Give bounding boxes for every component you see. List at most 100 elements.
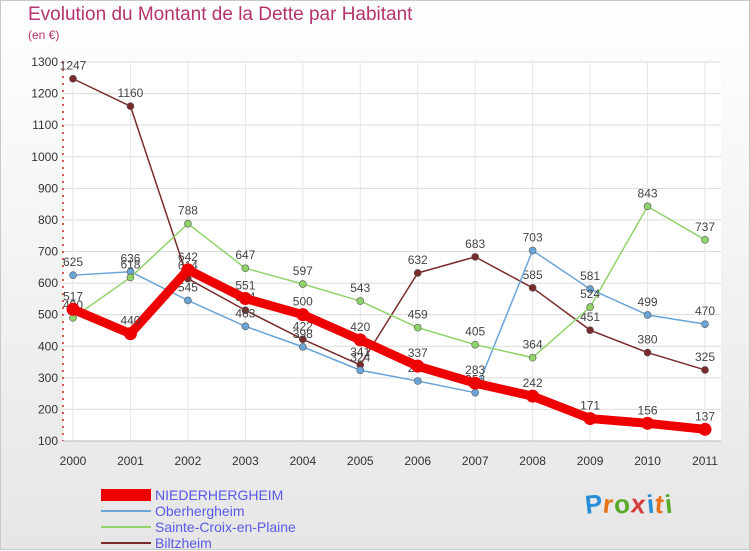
series-point: [69, 271, 77, 279]
data-label: 517: [63, 289, 83, 303]
series-point: [181, 263, 195, 277]
series-point: [299, 335, 307, 344]
series-point: [123, 327, 137, 341]
series-point: [296, 308, 310, 322]
series-point: [471, 340, 479, 349]
logo-letter: i: [663, 488, 675, 520]
y-tick-label: 1100: [32, 118, 58, 132]
x-tick-label: 2008: [519, 454, 546, 468]
series-point: [586, 326, 594, 334]
data-label: 581: [580, 269, 600, 283]
y-tick-label: 300: [38, 371, 58, 385]
data-label: 283: [465, 363, 485, 377]
y-tick-label: 700: [38, 245, 58, 259]
x-tick-label: 2006: [404, 454, 431, 468]
data-label: 1247: [60, 59, 87, 73]
data-label: 470: [695, 304, 715, 318]
data-label: 703: [523, 231, 543, 245]
data-label: 337: [408, 346, 428, 360]
legend-label-sainte-croix: Sainte-Croix-en-Plaine: [155, 519, 296, 535]
series-point: [528, 246, 537, 255]
x-tick-label: 2002: [175, 454, 202, 468]
data-label: 524: [580, 287, 600, 301]
series-point: [701, 366, 709, 374]
proxiti-logo: Proxiti: [583, 488, 675, 520]
data-label: 647: [235, 248, 255, 262]
series-point: [641, 416, 655, 430]
y-tick-label: 800: [38, 213, 58, 227]
legend-label-biltzheim: Biltzheim: [155, 535, 212, 551]
data-label: 451: [580, 310, 600, 324]
series-point: [583, 412, 597, 426]
y-tick-label: 600: [38, 276, 58, 290]
series-point: [241, 322, 250, 331]
series-point: [184, 296, 192, 305]
data-label: 440: [120, 314, 140, 328]
data-label: 843: [638, 186, 658, 200]
y-tick-label: 1200: [31, 87, 58, 101]
series-point: [526, 389, 540, 403]
series-point: [471, 253, 479, 261]
data-label: 459: [408, 308, 428, 322]
series-line-biltzheim: [72, 77, 706, 371]
legend-swatch-biltzheim: [101, 542, 151, 544]
series-point: [528, 353, 537, 362]
data-label: 364: [523, 338, 543, 352]
x-tick-label: 2001: [117, 454, 144, 468]
series-point: [413, 377, 422, 385]
data-label: 788: [178, 204, 198, 218]
legend-swatch-niederhergheim: [101, 489, 151, 501]
series-point: [238, 292, 252, 306]
x-tick-label: 2003: [232, 454, 259, 468]
series-point: [69, 74, 77, 83]
y-tick-label: 100: [38, 434, 58, 448]
series-line-niederhergheim: [68, 265, 710, 434]
data-label: 137: [695, 409, 715, 423]
series-point: [643, 311, 652, 319]
data-label: 325: [695, 350, 715, 364]
series-point: [241, 306, 250, 315]
series-point: [413, 269, 422, 277]
data-label: 500: [293, 295, 313, 309]
x-tick-label: 2004: [289, 454, 316, 468]
data-label: 618: [120, 257, 140, 271]
data-label: 156: [638, 403, 658, 417]
series-point: [413, 323, 422, 332]
data-label: 242: [523, 376, 543, 390]
y-tick-label: 900: [38, 181, 58, 195]
series-point: [299, 343, 307, 351]
data-label: 597: [293, 264, 313, 278]
data-label: 636: [120, 252, 140, 266]
data-label: 422: [293, 319, 313, 333]
y-tick-label: 500: [38, 308, 58, 322]
data-label: 551: [235, 279, 255, 293]
data-label: 405: [465, 325, 485, 339]
series-point: [356, 297, 365, 305]
legend-swatch-sainte-croix: [101, 526, 151, 528]
data-label: 463: [235, 306, 255, 320]
series-point: [586, 303, 594, 311]
data-label: 499: [638, 295, 658, 309]
y-tick-label: 1000: [31, 150, 58, 164]
series-point: [126, 273, 135, 282]
series-point: [411, 359, 425, 373]
series-point: [353, 333, 367, 347]
series-point: [701, 236, 709, 244]
series-line-sainte-croix-en-plaine: [72, 205, 706, 359]
series-point: [468, 376, 482, 390]
y-tick-label: 200: [38, 402, 58, 416]
data-label: 737: [695, 220, 715, 234]
x-tick-label: 2007: [462, 454, 489, 468]
series-point: [701, 320, 709, 328]
series-point: [126, 102, 135, 111]
x-tick-label: 2009: [577, 454, 604, 468]
data-label: 380: [638, 333, 658, 347]
data-label: 545: [178, 280, 198, 294]
series-point: [643, 348, 652, 357]
series-point: [586, 285, 594, 293]
series-point: [643, 202, 652, 211]
data-label: 324: [350, 350, 370, 364]
series-line-oberhergheim: [72, 249, 706, 394]
